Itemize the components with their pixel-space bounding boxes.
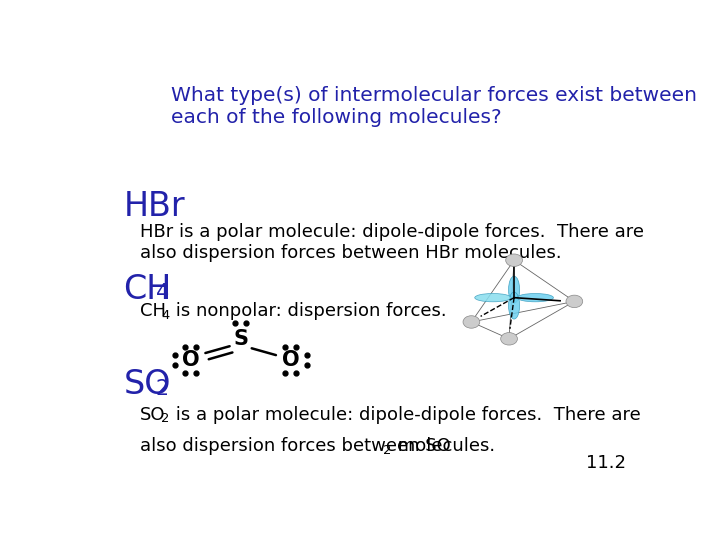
Text: molecules.: molecules. bbox=[392, 437, 495, 455]
Text: O: O bbox=[282, 350, 300, 370]
Text: SO: SO bbox=[124, 368, 171, 401]
Text: is a polar molecule: dipole-dipole forces.  There are: is a polar molecule: dipole-dipole force… bbox=[171, 406, 641, 424]
Text: HBr: HBr bbox=[124, 190, 185, 222]
Text: CH: CH bbox=[124, 273, 172, 306]
Ellipse shape bbox=[517, 294, 554, 302]
Text: is nonpolar: dispersion forces.: is nonpolar: dispersion forces. bbox=[171, 302, 447, 320]
Circle shape bbox=[463, 316, 480, 328]
Text: HBr is a polar molecule: dipole-dipole forces.  There are
also dispersion forces: HBr is a polar molecule: dipole-dipole f… bbox=[140, 223, 644, 261]
Ellipse shape bbox=[474, 294, 511, 302]
Ellipse shape bbox=[508, 292, 520, 319]
Text: 11.2: 11.2 bbox=[585, 454, 626, 472]
Text: CH: CH bbox=[140, 302, 166, 320]
Text: 2: 2 bbox=[156, 379, 169, 399]
Text: What type(s) of intermolecular forces exist between
each of the following molecu: What type(s) of intermolecular forces ex… bbox=[171, 85, 697, 126]
Text: S: S bbox=[233, 329, 248, 349]
Circle shape bbox=[500, 333, 518, 345]
Text: H: H bbox=[510, 256, 518, 265]
Text: 2: 2 bbox=[161, 413, 170, 426]
Text: H: H bbox=[505, 334, 513, 343]
Text: also dispersion forces between SO: also dispersion forces between SO bbox=[140, 437, 451, 455]
Text: O: O bbox=[181, 350, 199, 370]
Circle shape bbox=[505, 254, 523, 266]
Text: 2: 2 bbox=[383, 443, 391, 457]
Text: H: H bbox=[468, 318, 474, 327]
Ellipse shape bbox=[508, 276, 520, 303]
Text: SO: SO bbox=[140, 406, 166, 424]
Text: 4: 4 bbox=[161, 309, 170, 322]
Circle shape bbox=[566, 295, 582, 308]
Text: 4: 4 bbox=[156, 283, 169, 303]
Text: H: H bbox=[571, 297, 577, 306]
